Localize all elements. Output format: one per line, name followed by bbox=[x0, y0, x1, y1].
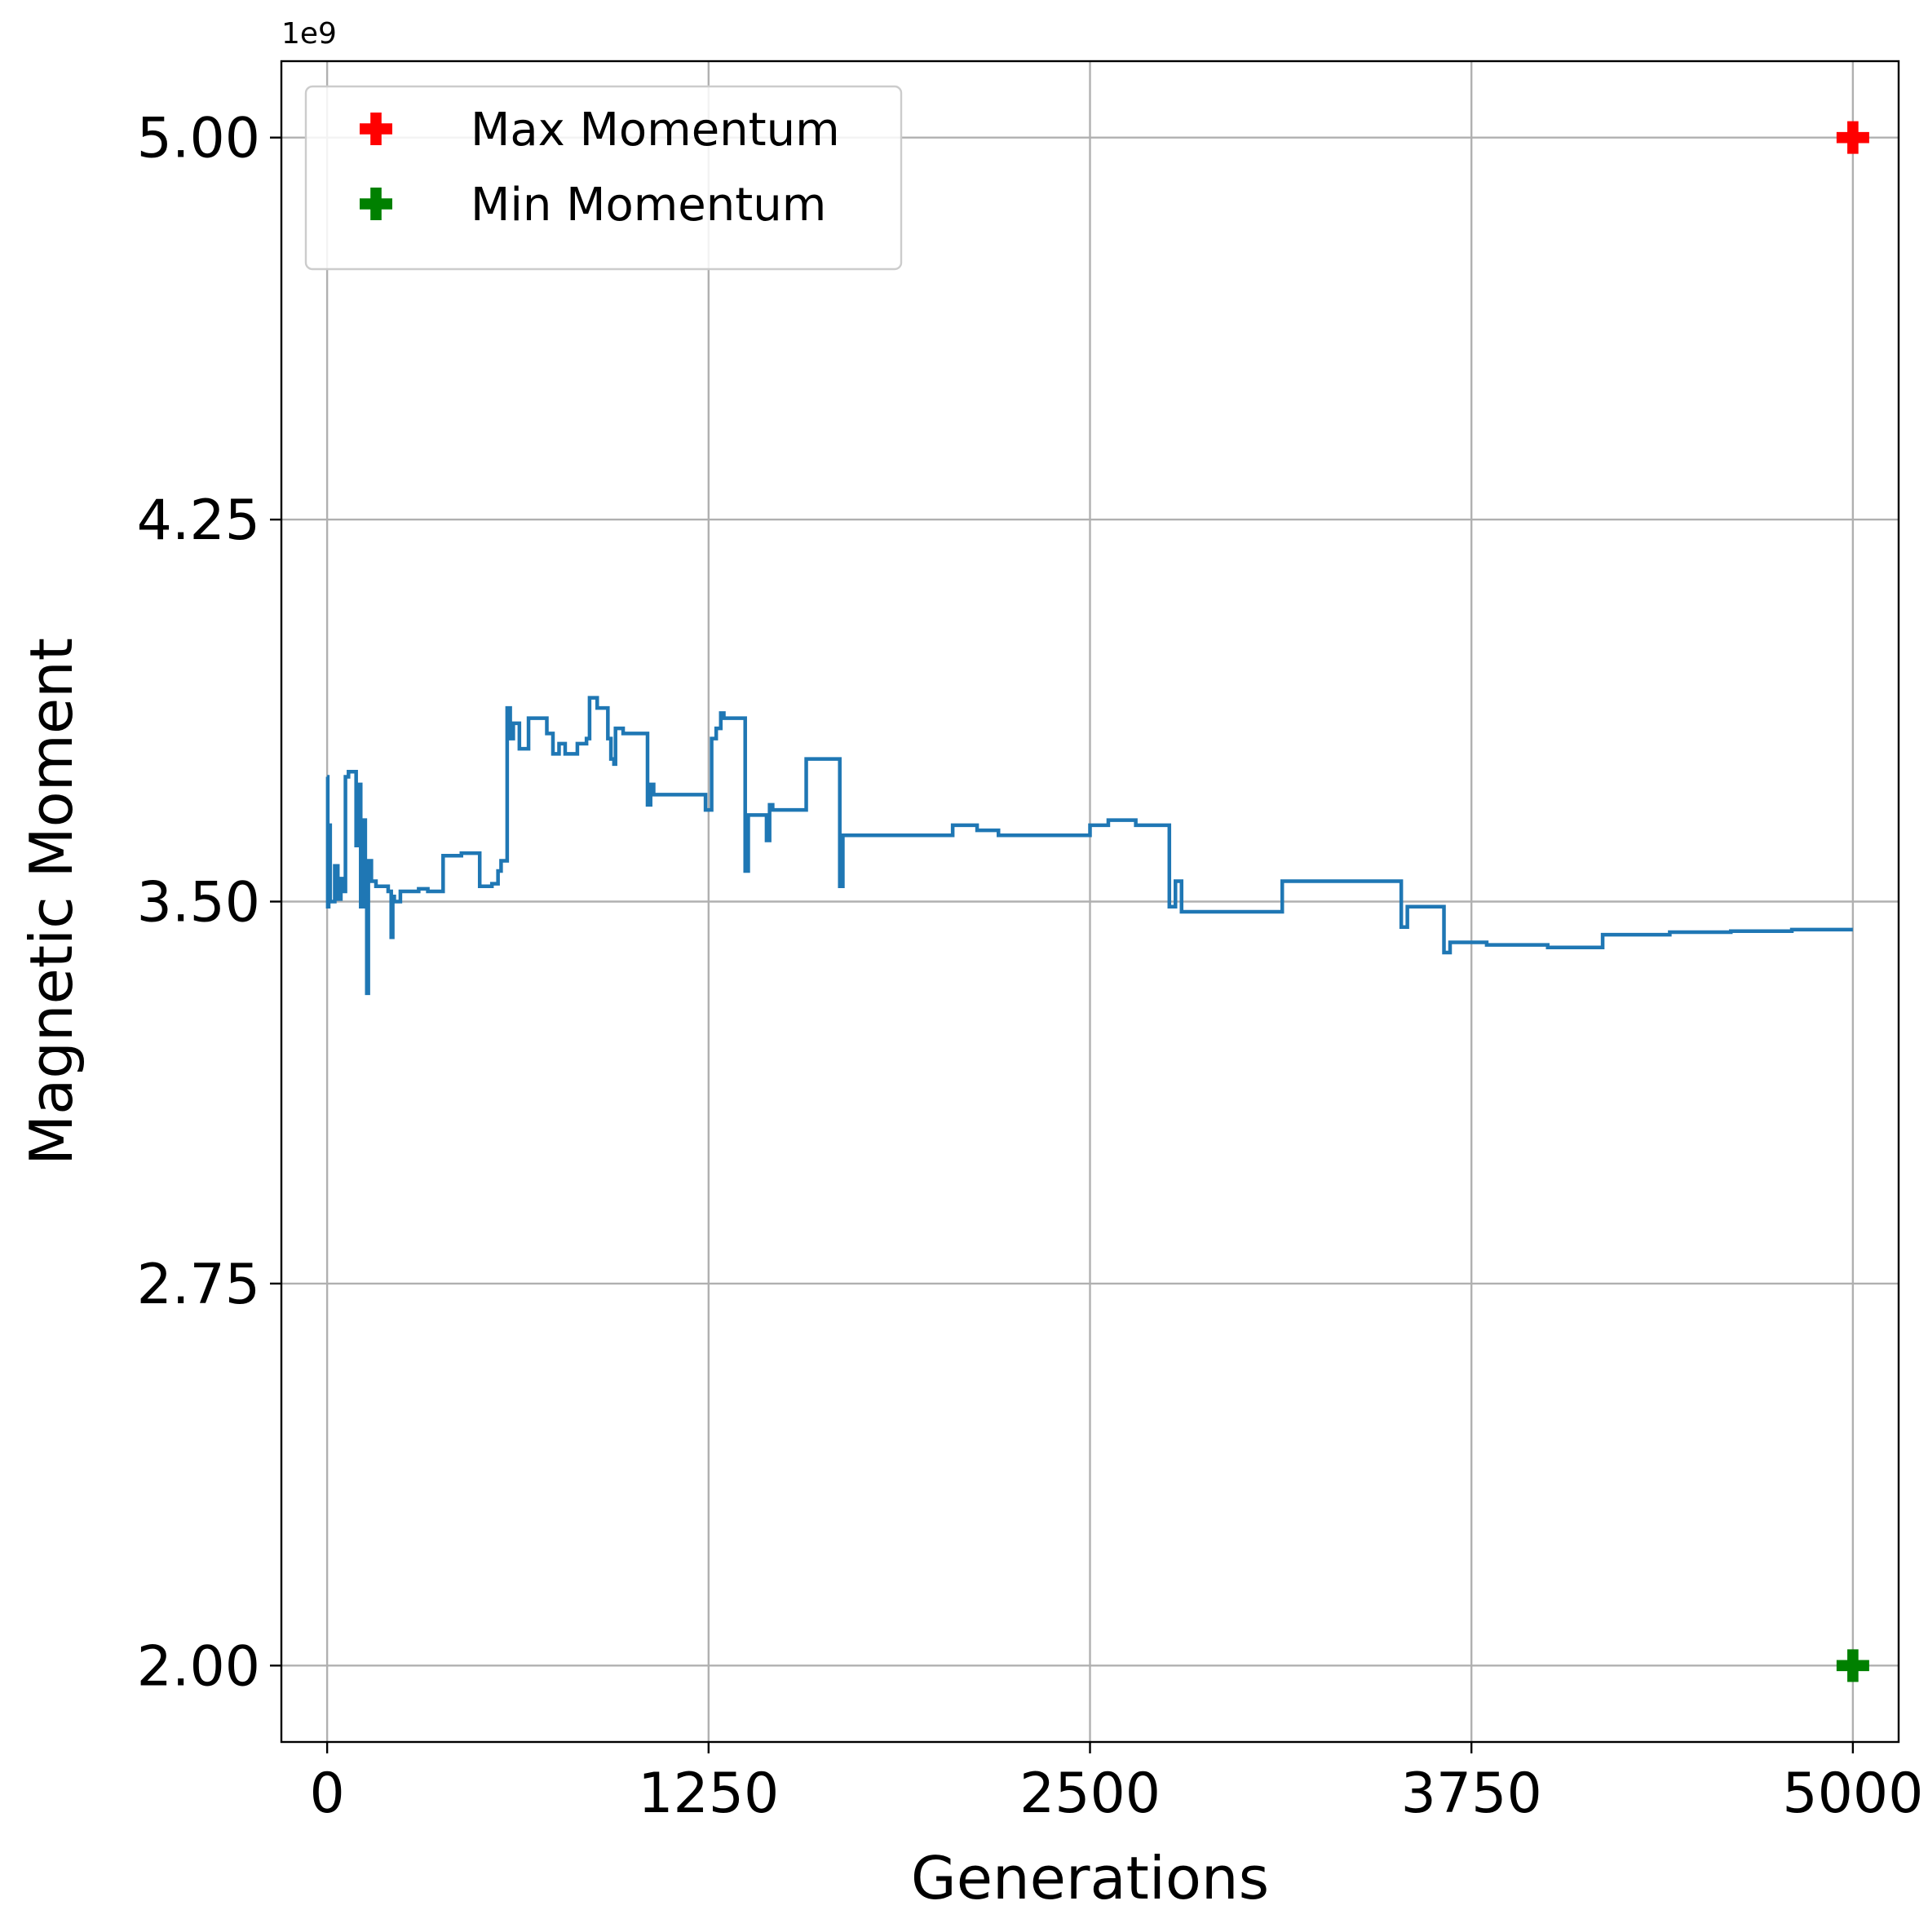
y-tick-label: 5.00 bbox=[137, 107, 260, 171]
legend-box bbox=[304, 85, 903, 271]
x-tick-label: 2500 bbox=[1019, 1762, 1161, 1826]
data-point-marker bbox=[1836, 1649, 1869, 1682]
legend-entry-label: Min Momentum bbox=[471, 179, 826, 232]
y-offset-label: 1e9 bbox=[281, 17, 337, 51]
x-tick-label: 0 bbox=[309, 1762, 344, 1826]
x-tick-label: 5000 bbox=[1782, 1762, 1923, 1826]
y-axis-label: Magnetic Moment bbox=[17, 638, 86, 1165]
legend-marker bbox=[360, 113, 392, 145]
legend: Max Momentum Min Momentum bbox=[304, 85, 903, 271]
y-tick-label: 2.00 bbox=[137, 1634, 260, 1699]
y-tick-label: 4.25 bbox=[137, 489, 260, 553]
y-tick-label: 3.50 bbox=[137, 871, 260, 935]
plot-series bbox=[325, 121, 1869, 1682]
y-tick-label: 2.75 bbox=[137, 1253, 260, 1317]
series-line bbox=[325, 696, 1853, 996]
x-axis-label: Generations bbox=[911, 1844, 1269, 1912]
x-axis-ticks: 0 1250 2500 3750 5000 bbox=[309, 1742, 1923, 1826]
x-tick-label: 1250 bbox=[638, 1762, 779, 1826]
legend-marker bbox=[360, 188, 392, 220]
legend-entry-label: Max Momentum bbox=[471, 104, 840, 157]
y-axis-ticks: 2.00 2.75 3.50 4.25 5.00 bbox=[137, 107, 281, 1699]
data-point-marker bbox=[1836, 121, 1869, 154]
x-tick-label: 3750 bbox=[1401, 1762, 1542, 1826]
grid-lines bbox=[281, 61, 1899, 1742]
